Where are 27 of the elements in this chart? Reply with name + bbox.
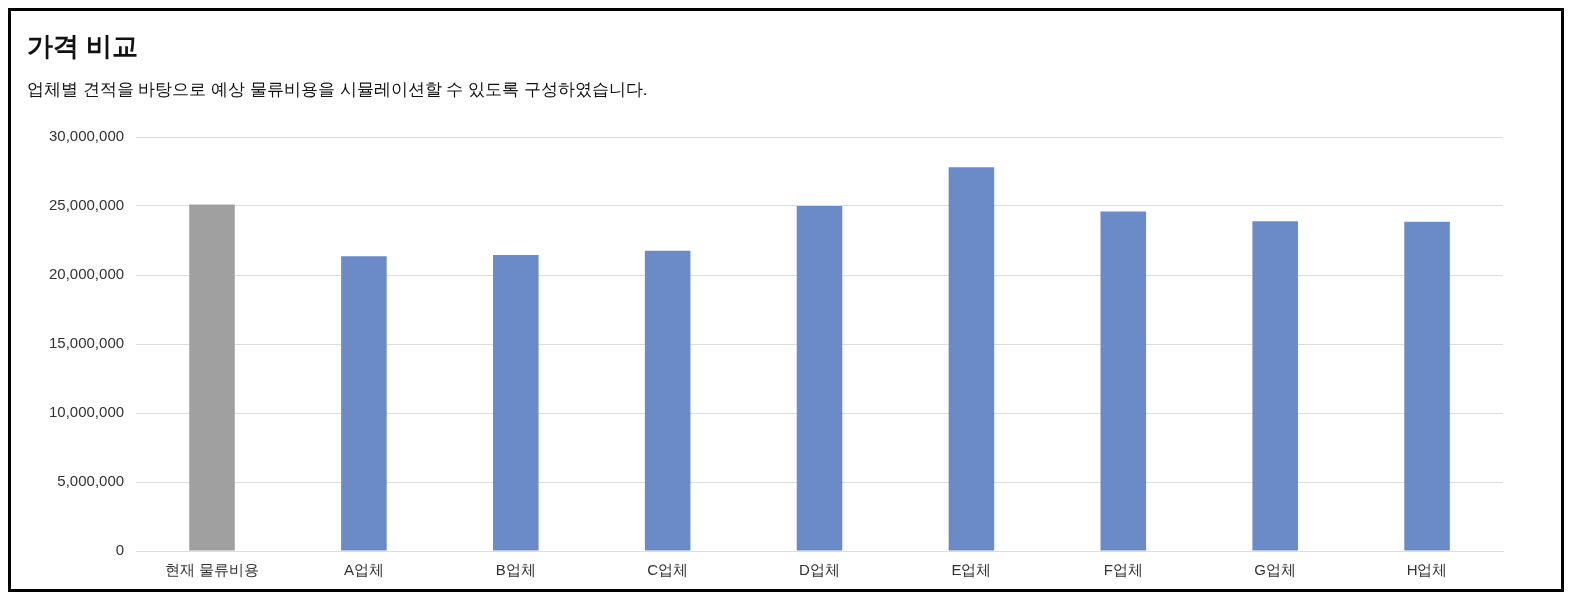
chart-title: 가격 비교 [27,30,140,63]
y-tick-label: 25,000,000 [49,196,125,214]
y-tick-label: 30,000,000 [49,127,125,145]
bar [1404,221,1450,551]
bar [948,167,995,551]
x-tick-label: 현재 물류비용 [164,561,260,579]
x-tick-label: C업체 [647,561,689,579]
bar [1252,221,1298,551]
x-tick-label: F업체 [1103,561,1143,579]
chart-subtitle: 업체별 견적을 바탕으로 예상 물류비용을 시뮬레이션할 수 있도록 구성하였습니다. [27,79,649,101]
x-tick-label: E업체 [951,561,992,579]
bar [644,250,691,551]
bar [796,206,843,551]
y-tick-label: 20,000,000 [49,265,125,283]
bar [1100,211,1147,551]
y-tick-label: 10,000,000 [49,403,125,421]
x-tick-label: A업체 [343,561,384,579]
x-tick-label: G업체 [1254,561,1297,579]
x-tick-label: H업체 [1406,561,1448,579]
y-tick-label: 0 [115,541,125,559]
bar [492,254,539,551]
y-tick-label: 5,000,000 [57,472,125,490]
bar [341,256,387,551]
x-tick-label: B업체 [495,561,536,579]
y-tick-label: 15,000,000 [49,334,125,352]
bar [189,204,235,551]
x-tick-label: D업체 [799,561,840,579]
